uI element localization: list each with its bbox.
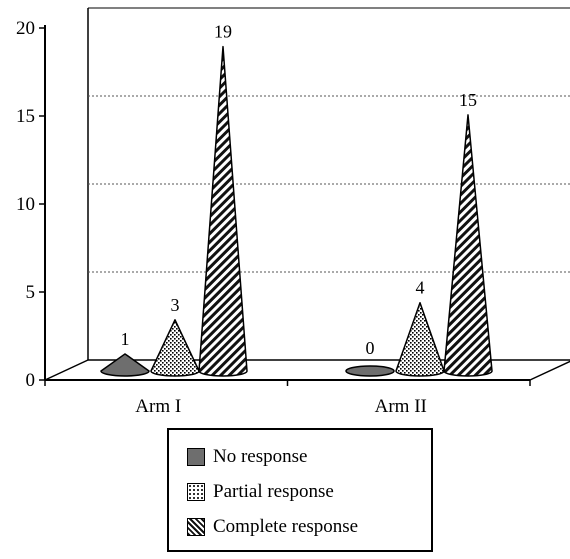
y-tick-label: 20 [16,18,35,39]
legend-swatch-partial-response [187,483,205,501]
cone-body [150,319,200,377]
cone-arm-i-no-response [100,353,150,377]
y-tick-label: 15 [16,106,35,127]
cone-arm-ii-no-response [345,365,395,377]
legend-label-no-response: No response [213,446,308,467]
cone-arm-i-complete-response [198,45,248,377]
legend-label-partial-response: Partial response [213,481,334,502]
data-label: 0 [366,338,375,358]
y-tick-label: 0 [26,370,36,391]
cone-body [395,301,445,377]
cone-arm-ii-complete-response [443,114,493,377]
data-label: 19 [214,22,232,42]
legend-swatch-no-response [187,448,205,466]
cone-body [198,45,248,377]
x-tick-label: Arm II [375,396,427,417]
cone-arm-i-partial-response [150,319,200,377]
cone-body [443,114,493,377]
plot-frame [44,7,570,381]
data-label: 4 [416,278,425,298]
floor-right-edge [529,360,570,381]
legend-item-no-response: No response [187,445,307,469]
y-tick-label: 10 [16,194,35,215]
x-tick-label: Arm I [135,396,181,417]
legend-label-complete-response: Complete response [213,516,359,537]
legend: No response Partial response Complete re… [167,428,433,552]
gridlines [88,95,570,273]
legend-item-complete-response: Complete response [187,515,358,539]
y-tick-label: 5 [26,282,36,303]
cone-arm-ii-partial-response [395,301,445,377]
cone-flat-base [345,365,395,377]
cones [100,45,493,377]
cone-chart: 0 5 10 15 20 Arm I Arm II 1 3 19 0 4 15 [16,7,570,417]
data-label: 3 [171,295,180,315]
legend-item-partial-response: Partial response [187,480,334,504]
data-label: 15 [459,90,477,110]
data-labels: 1 3 19 0 4 15 [121,22,478,358]
cone-body [100,353,150,377]
data-label: 1 [121,329,130,349]
floor-left-edge [44,359,89,381]
legend-swatch-complete-response [187,518,205,536]
